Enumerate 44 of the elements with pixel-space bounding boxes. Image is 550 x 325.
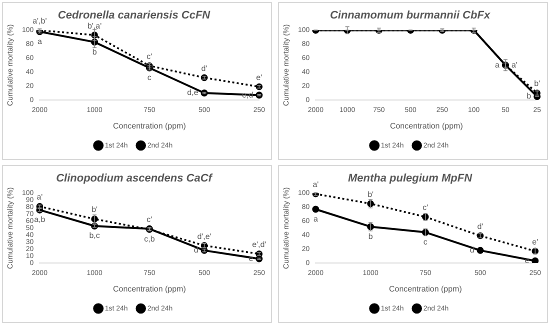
annotation: a': [36, 192, 44, 202]
point: [476, 246, 484, 254]
chart-title: Mentha pulegium MpFN: [348, 172, 474, 185]
annotation: c,b: [144, 234, 156, 244]
annotation: d,e: [187, 88, 199, 98]
chart-title: Clinopodium ascendens CaCf: [56, 172, 214, 185]
x-axis-title: Concentration (ppm): [112, 121, 186, 130]
annotation: d: [194, 246, 198, 255]
annotation: c: [147, 73, 152, 82]
annotation: a': [511, 60, 518, 70]
annotation: e': [256, 72, 263, 82]
annotation: b: [526, 92, 532, 101]
annotation: b: [92, 47, 98, 56]
annotation: a',b': [32, 16, 48, 26]
x-axis-title: Concentration (ppm): [390, 121, 464, 130]
annotation: b,c: [89, 231, 100, 240]
annotation: b': [92, 205, 98, 214]
annotation: c': [146, 52, 153, 61]
annotation: d',e': [197, 232, 212, 241]
annotation: a: [313, 214, 318, 224]
annotation: c': [422, 203, 429, 212]
annotation: e: [248, 254, 254, 264]
annotation: d': [477, 222, 484, 231]
x-axis-title: Concentration (ppm): [112, 284, 186, 294]
annotation: d: [470, 246, 474, 255]
annotation: b': [368, 190, 374, 199]
annotation: b',a': [87, 21, 102, 30]
annotation: c': [146, 215, 153, 224]
annotation: b': [534, 79, 541, 88]
annotation: e,d: [242, 90, 254, 100]
chart-title: Cinnamomum burmannii CbFx: [330, 10, 491, 22]
annotation: b: [368, 232, 374, 241]
annotation: d': [201, 64, 208, 73]
annotation: a': [312, 180, 320, 190]
annotation: a: [37, 36, 42, 46]
annotation: a,b: [34, 215, 46, 224]
x-axis-title: Concentration (ppm): [388, 284, 462, 294]
annotation: e',d': [252, 240, 267, 250]
annotation: e': [532, 237, 539, 246]
point: [312, 206, 320, 213]
point: [532, 257, 539, 263]
annotation: c: [423, 237, 428, 246]
annotation: a: [495, 60, 500, 70]
chart-title: Cedronella canariensis CcFN: [58, 10, 212, 22]
